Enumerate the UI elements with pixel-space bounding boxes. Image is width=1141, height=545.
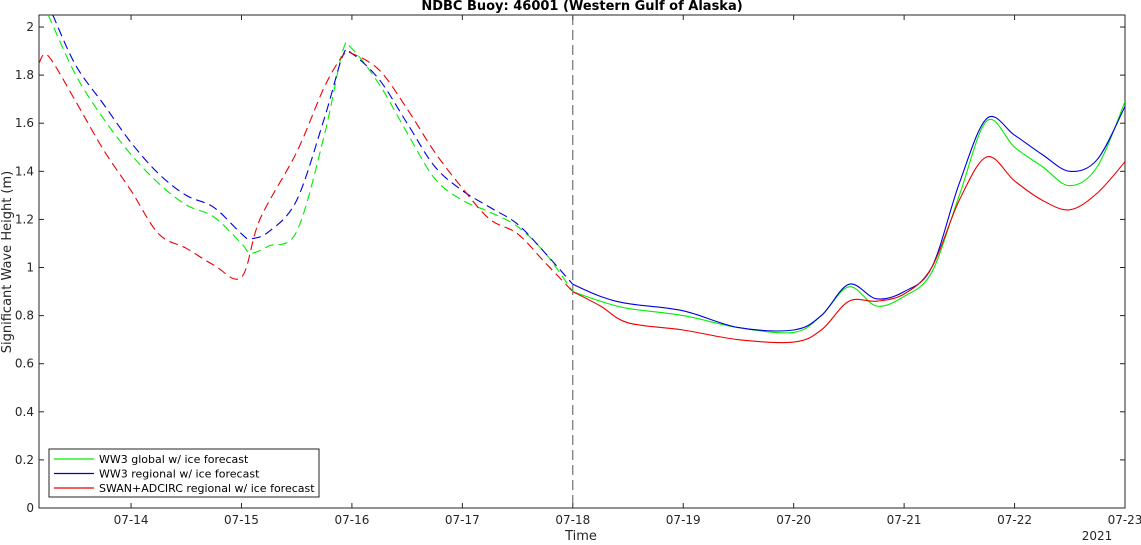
legend-label: WW3 regional w/ ice forecast (99, 468, 260, 481)
y-tick-label: 0.2 (15, 453, 34, 467)
year-label: 2021 (1082, 529, 1113, 541)
legend-label: SWAN+ADCIRC regional w/ ice forecast (99, 482, 315, 495)
series-1-hindcast-line (47, 15, 574, 292)
y-tick-label: 1.2 (15, 212, 34, 226)
x-tick-label: 07-17 (445, 513, 480, 527)
x-tick-label: 07-18 (555, 513, 590, 527)
x-tick-label: 07-19 (666, 513, 701, 527)
x-tick-label: 07-23 (1108, 513, 1141, 527)
y-tick-label: 1.8 (15, 68, 34, 82)
axes-box (38, 14, 1126, 509)
x-tick-label: 07-15 (224, 513, 259, 527)
series-3-forecast-line (572, 156, 1125, 344)
series-3-hindcast-line (39, 51, 574, 292)
x-tick-label: 07-14 (114, 513, 149, 527)
series-1-forecast-line (572, 101, 1125, 334)
x-tick-label: 07-16 (334, 513, 369, 527)
y-tick-label: 1 (26, 261, 34, 275)
y-axis-label: Significant Wave Height (m) (0, 171, 15, 353)
plot-area: 0 0.2 0.4 0.6 0.8 1 1.2 1.4 1.6 1.8 2 07-14 07-15 07-… (15, 14, 1141, 527)
legend: WW3 global w/ ice forecast WW3 regional w… (48, 448, 320, 498)
y-tick-label: 2 (26, 20, 34, 34)
y-tick-label: 1.4 (15, 164, 34, 178)
legend-label: WW3 global w/ ice forecast (99, 453, 249, 466)
x-tick-label: 07-21 (887, 513, 922, 527)
y-tick-label: 0 (26, 501, 34, 515)
series-2-hindcast-line (52, 15, 574, 285)
y-tick-label: 0.8 (15, 309, 34, 323)
y-tick-label: 0.6 (15, 357, 34, 371)
y-tick-label: 0.4 (15, 405, 34, 419)
series-2-forecast-line (572, 106, 1125, 332)
chart-title: NDBC Buoy: 46001 (Western Gulf of Alaska… (421, 0, 742, 14)
x-axis-label: Time (564, 529, 597, 541)
y-tick-label: 1.6 (15, 116, 34, 130)
x-tick-label: 07-20 (776, 513, 811, 527)
x-tick-label: 07-22 (997, 513, 1032, 527)
